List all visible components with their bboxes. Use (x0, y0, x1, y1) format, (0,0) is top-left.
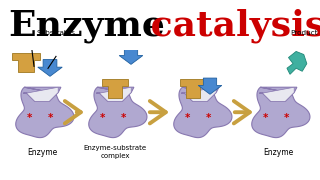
Polygon shape (287, 51, 307, 74)
Text: Substrates: Substrates (36, 30, 76, 36)
Text: *: * (120, 113, 126, 123)
Polygon shape (26, 87, 58, 102)
Text: Product: Product (290, 30, 318, 36)
Polygon shape (89, 87, 147, 138)
Text: Enzyme-substrate
complex: Enzyme-substrate complex (84, 145, 147, 159)
Text: *: * (100, 113, 105, 123)
Polygon shape (99, 87, 131, 102)
Text: *: * (263, 113, 268, 123)
Text: *: * (185, 113, 190, 123)
Polygon shape (16, 87, 74, 138)
Polygon shape (102, 79, 128, 98)
Polygon shape (262, 87, 294, 102)
Polygon shape (119, 48, 143, 64)
Text: Enzyme: Enzyme (8, 9, 165, 43)
Polygon shape (38, 60, 62, 76)
Polygon shape (180, 79, 206, 98)
Polygon shape (12, 53, 40, 72)
Polygon shape (184, 87, 216, 102)
Polygon shape (198, 78, 222, 94)
Text: *: * (284, 113, 289, 123)
Text: *: * (27, 113, 32, 123)
Polygon shape (252, 87, 310, 138)
Polygon shape (174, 87, 232, 138)
Text: catalysis: catalysis (138, 9, 320, 43)
Text: Enzyme: Enzyme (27, 148, 57, 157)
Text: *: * (205, 113, 211, 123)
Text: Enzyme: Enzyme (263, 148, 293, 157)
Text: *: * (47, 113, 53, 123)
